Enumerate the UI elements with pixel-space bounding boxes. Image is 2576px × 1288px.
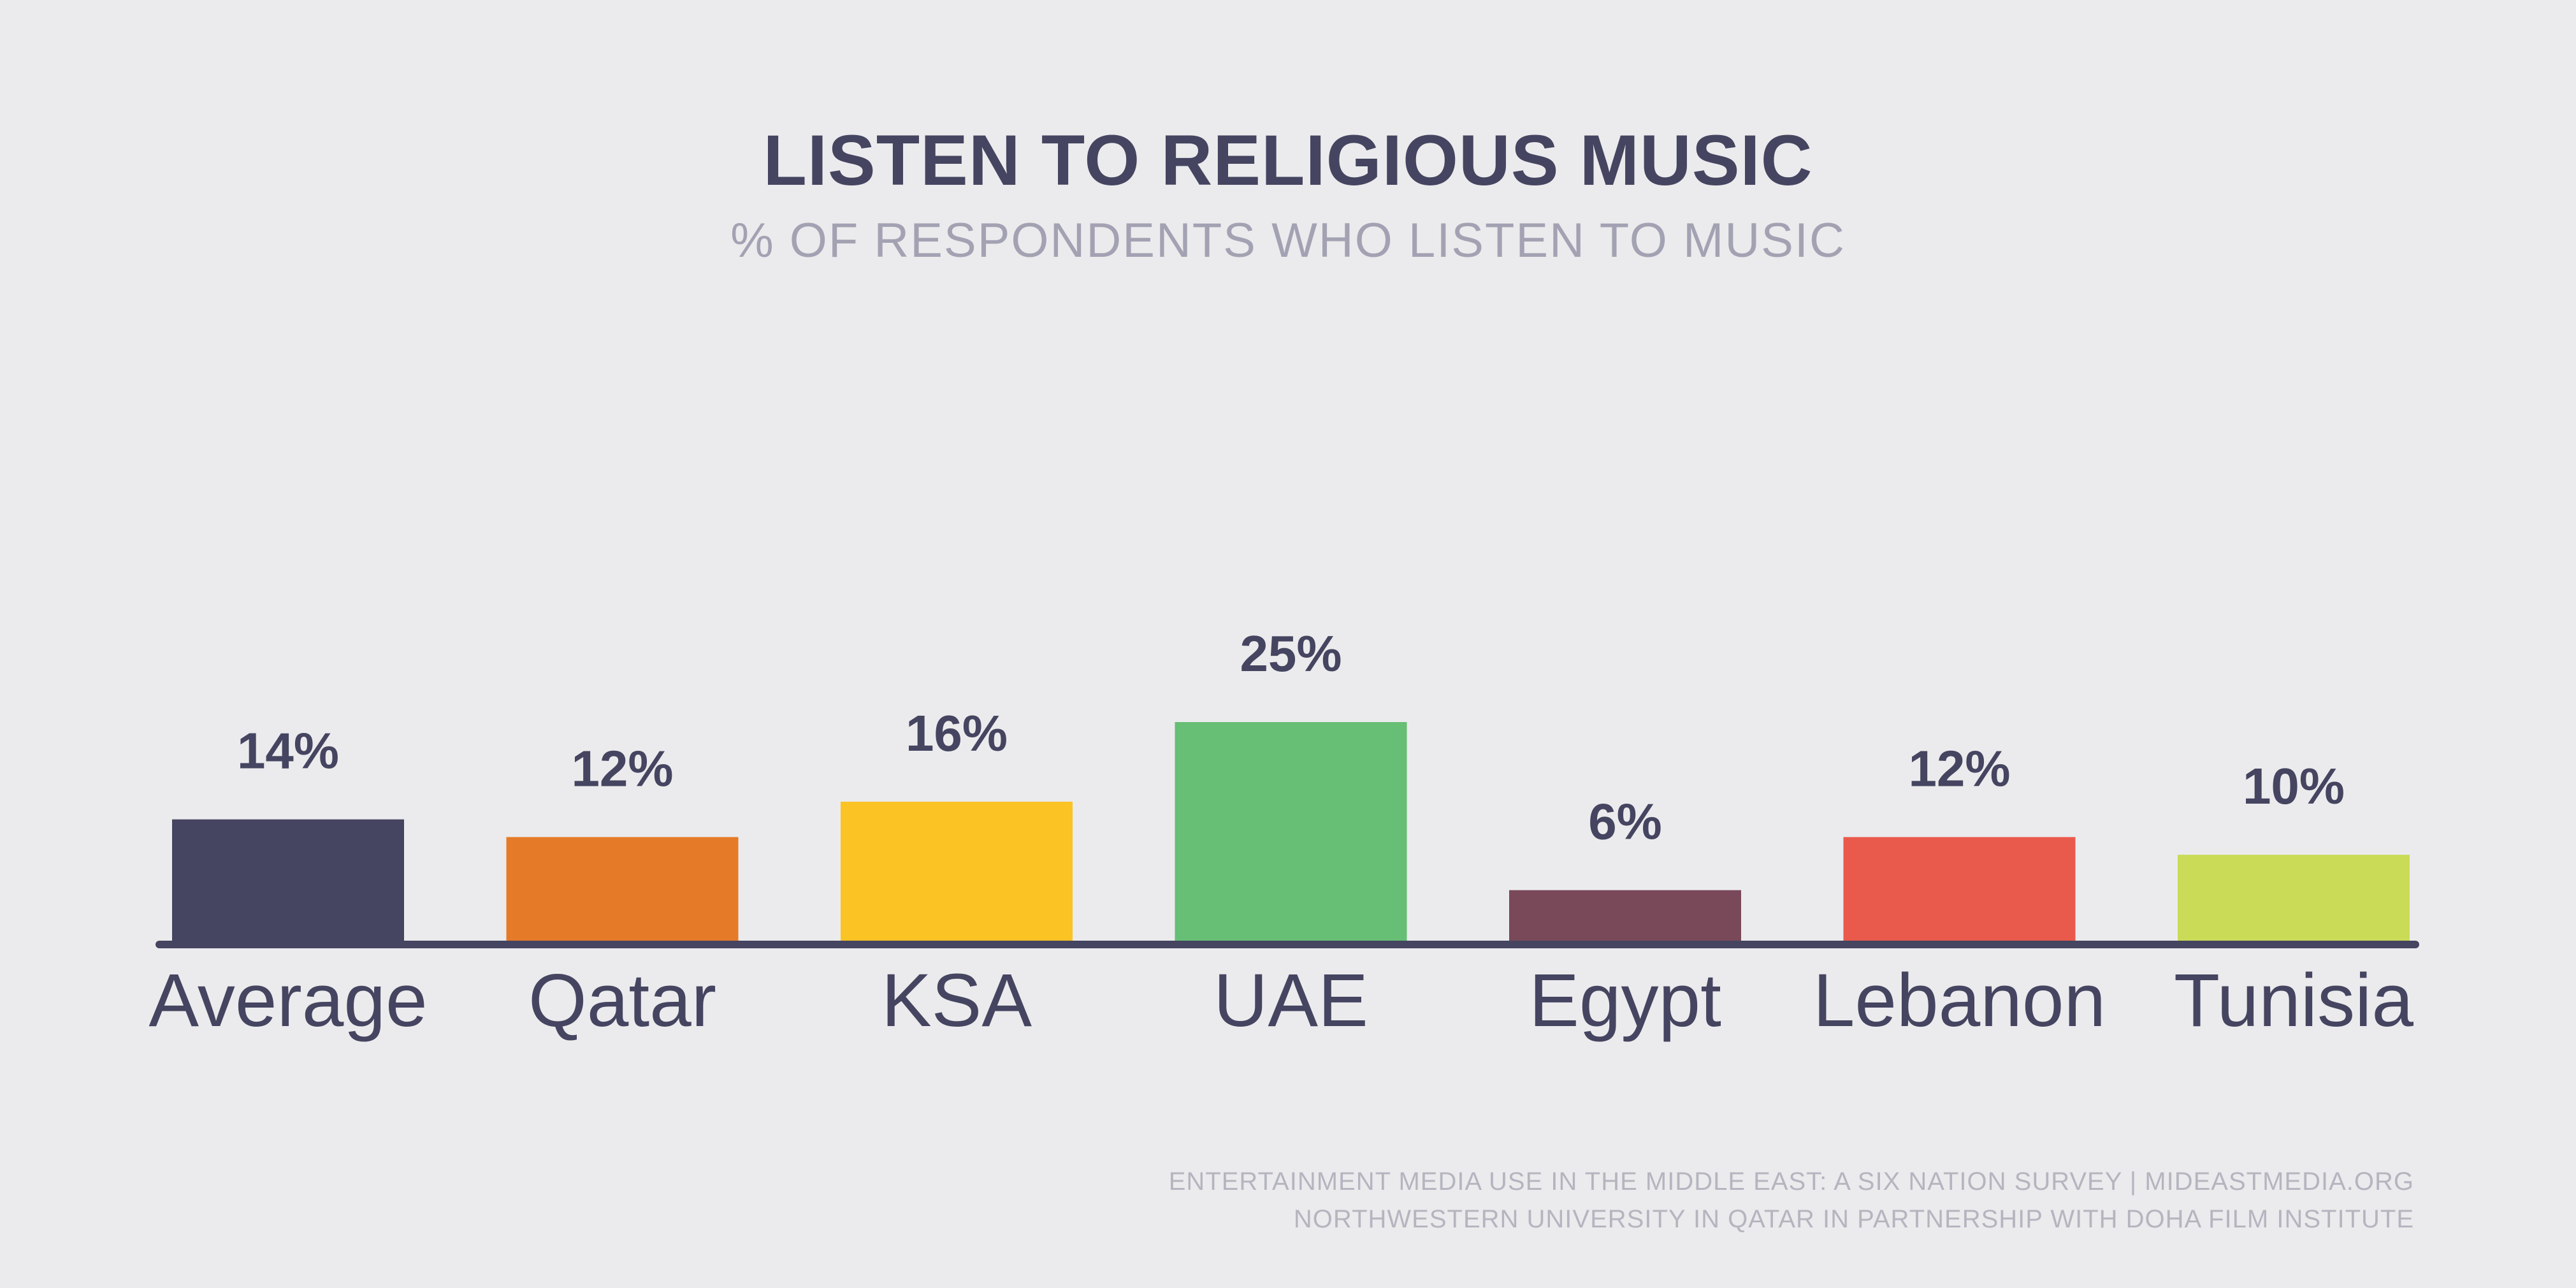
chart-subtitle: % OF RESPONDENTS WHO LISTEN TO MUSIC xyxy=(730,213,1846,268)
category-label-ksa: KSA xyxy=(881,959,1032,1043)
bar-ksa xyxy=(841,801,1073,943)
value-label-tunisia: 10% xyxy=(2243,758,2345,814)
value-label-uae: 25% xyxy=(1240,625,1342,682)
category-label-tunisia: Tunisia xyxy=(2174,959,2413,1043)
value-label-average: 14% xyxy=(237,723,339,779)
bar-average xyxy=(172,819,404,943)
value-label-egypt: 6% xyxy=(1588,793,1662,850)
value-label-lebanon: 12% xyxy=(1908,740,2010,797)
bar-lebanon xyxy=(1843,837,2076,943)
category-labels-group: Average Qatar KSA UAE Egypt Lebanon Tunisia xyxy=(148,959,2413,1043)
chart-title: LISTEN TO RELIGIOUS MUSIC xyxy=(763,120,1813,200)
category-label-lebanon: Lebanon xyxy=(1813,959,2106,1043)
footer-source-line: ENTERTAINMENT MEDIA USE IN THE MIDDLE EA… xyxy=(1168,1168,2414,1196)
value-labels-group: 14% 12% 16% 25% 6% 12% 10% xyxy=(237,625,2345,850)
value-label-ksa: 16% xyxy=(906,705,1008,762)
category-label-egypt: Egypt xyxy=(1529,959,1721,1043)
bars-group xyxy=(172,722,2410,943)
category-label-uae: UAE xyxy=(1213,959,1368,1043)
value-label-qatar: 12% xyxy=(571,740,673,797)
bar-egypt xyxy=(1509,890,1741,943)
bar-qatar xyxy=(506,837,739,943)
category-label-average: Average xyxy=(148,959,427,1043)
category-label-qatar: Qatar xyxy=(528,959,716,1043)
bar-uae xyxy=(1175,722,1407,943)
bar-tunisia xyxy=(2178,855,2410,943)
footer-credit-line: NORTHWESTERN UNIVERSITY IN QATAR IN PART… xyxy=(1293,1205,2414,1233)
